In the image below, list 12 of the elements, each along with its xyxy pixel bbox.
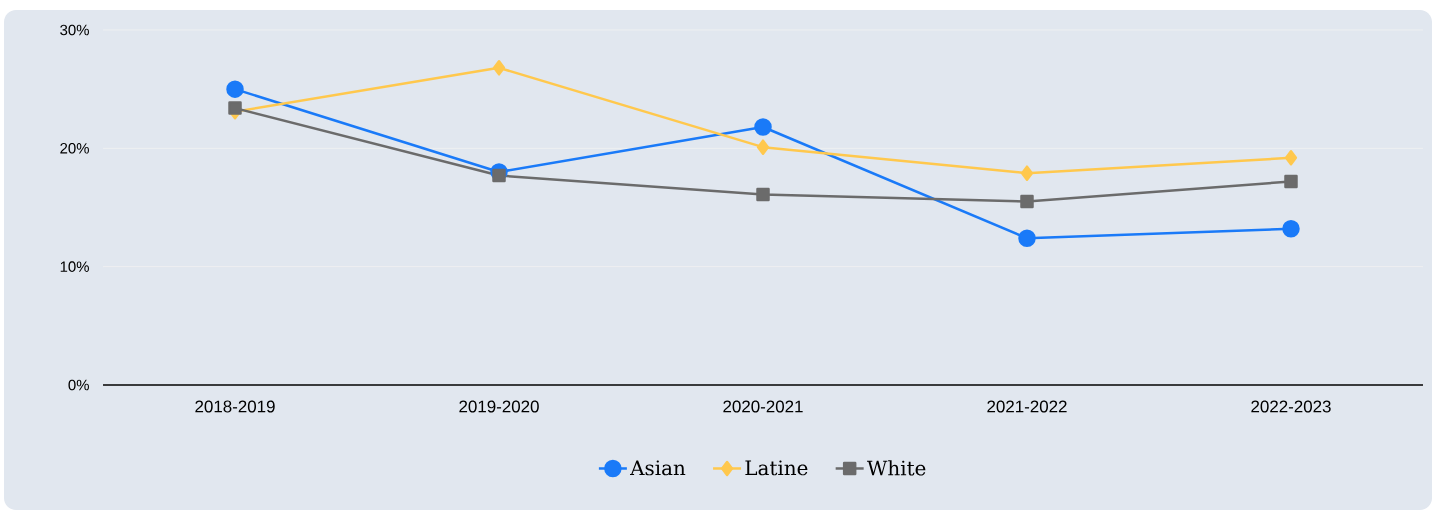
- x-tick-label: 2021-2022: [987, 400, 1067, 413]
- y-tick-label: 30%: [60, 24, 89, 36]
- y-tick-label: 20%: [60, 143, 89, 154]
- legend-label: Latine: [745, 460, 808, 476]
- x-tick-label: 2020-2021: [723, 400, 803, 413]
- y-tick-label: 0%: [68, 379, 89, 391]
- x-tick-label: 2019-2020: [459, 400, 539, 413]
- x-tick-label: 2022-2023: [1251, 400, 1331, 413]
- legend-label: White: [867, 460, 926, 476]
- y-tick-label: 10%: [60, 261, 89, 272]
- x-tick-label: 2018-2019: [195, 400, 275, 413]
- legend-label: Asian: [630, 460, 686, 476]
